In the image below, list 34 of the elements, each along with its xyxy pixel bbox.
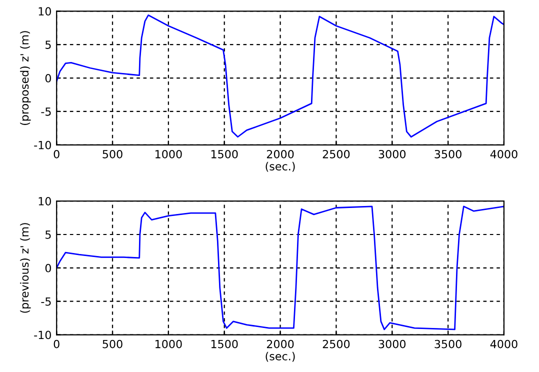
y-tick-label: -10 <box>34 140 51 150</box>
y-tick-label: 5 <box>46 40 51 49</box>
x-tick-label: 0 <box>54 340 60 348</box>
x-tick-label: 2000 <box>266 340 294 348</box>
y-axis-title: (proposed) z' (m) <box>20 31 31 125</box>
x-tick-label: 4000 <box>490 340 518 348</box>
x-axis-title: (sec.) <box>266 162 295 172</box>
y-tick-label: 0 <box>45 74 51 82</box>
x-tick-label: 2000 <box>266 150 294 158</box>
x-tick-label: 500 <box>102 340 122 348</box>
x-tick-label: 1000 <box>156 150 182 158</box>
x-tick-label: 1000 <box>156 340 182 348</box>
x-tick-label: 3500 <box>434 340 462 348</box>
y-tick-label: 5 <box>46 230 51 239</box>
x-tick-label: 500 <box>102 150 122 158</box>
y-tick-label: 10 <box>38 7 51 16</box>
x-tick-label: 1500 <box>211 150 238 158</box>
x-tick-label: 3000 <box>378 150 406 158</box>
x-axis-title: (sec.) <box>266 352 295 362</box>
y-tick-label: -5 <box>41 297 51 306</box>
y-tick-label: -5 <box>41 108 51 116</box>
line-series <box>56 14 504 138</box>
x-tick-label: 3000 <box>378 340 406 348</box>
x-tick-label: 4000 <box>490 150 518 158</box>
line-series <box>56 206 504 330</box>
x-tick-label: 1500 <box>211 340 238 348</box>
x-tick-label: 2500 <box>322 150 350 158</box>
y-tick-label: 0 <box>45 264 51 272</box>
x-tick-label: 3500 <box>434 150 462 158</box>
y-tick-label: -10 <box>34 330 51 340</box>
y-axis-title: (previous) z' (m) <box>20 223 31 313</box>
y-tick-label: 10 <box>38 197 51 206</box>
x-tick-label: 0 <box>54 150 60 158</box>
x-tick-label: 2500 <box>322 340 350 348</box>
